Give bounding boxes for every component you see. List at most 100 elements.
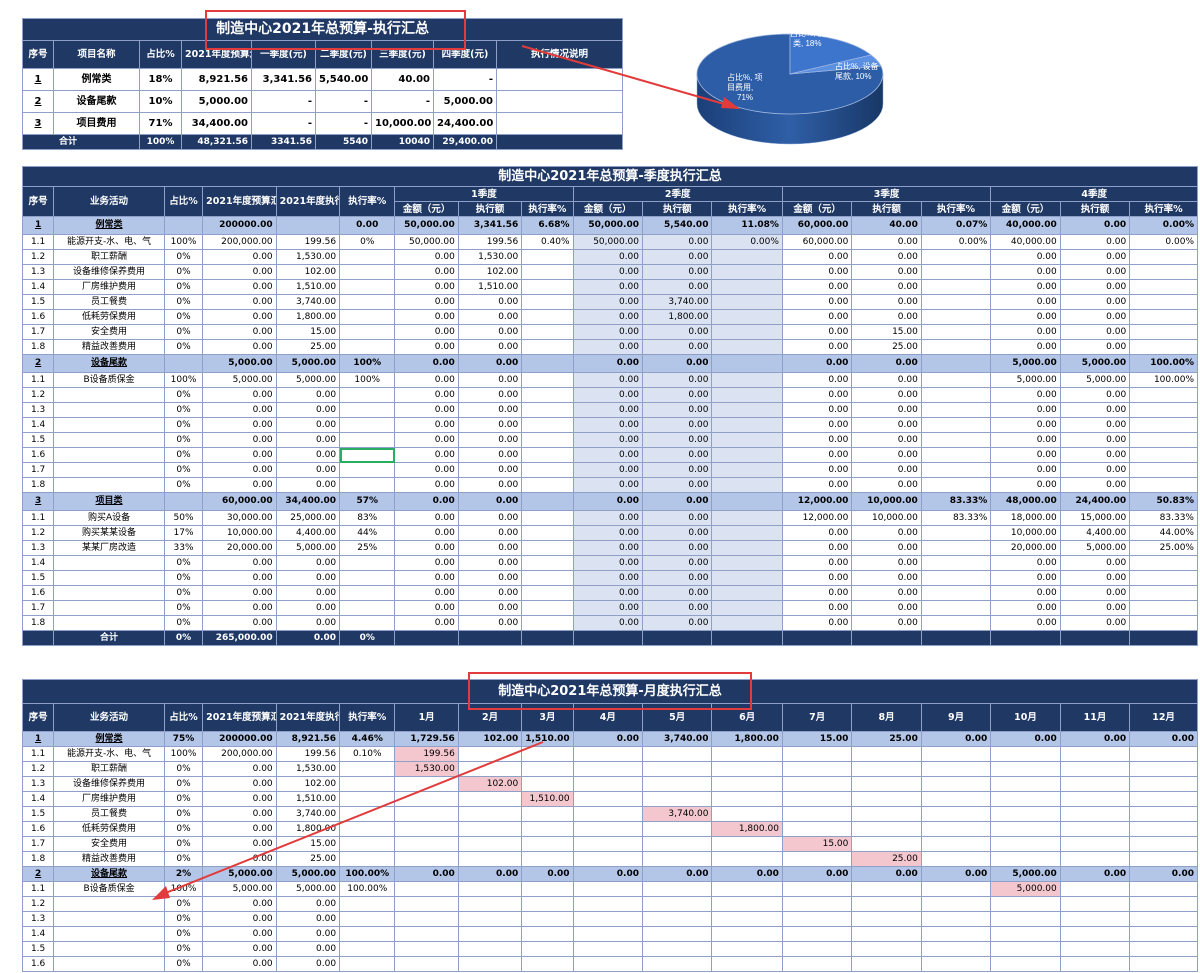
quarterly-cell: 0.00 xyxy=(851,615,922,631)
quarterly-cell: 0.00 xyxy=(394,324,459,340)
monthly-cell xyxy=(851,791,922,807)
monthly-cell: 1.4 xyxy=(21,926,55,942)
monthly-cell xyxy=(1059,746,1131,762)
section-index[interactable]: 2 xyxy=(34,868,42,879)
quarterly-cell: 0.00 xyxy=(394,477,459,493)
quarterly-cell: 44% xyxy=(339,525,396,541)
summary-cell: 24,400.00 xyxy=(433,112,497,135)
monthly-header-cell: 2021年度执行额(元) xyxy=(275,703,341,732)
quarterly-cell: 0.00 xyxy=(394,387,459,403)
monthly-cell xyxy=(990,761,1061,777)
monthly-cell xyxy=(53,956,165,972)
summary-index[interactable]: 3 xyxy=(34,118,42,129)
quarter-sub-header: 金额（元） xyxy=(781,201,853,217)
quarterly-cell: 0% xyxy=(339,630,396,646)
quarterly-cell: 0.00 xyxy=(781,432,853,448)
monthly-cell xyxy=(990,791,1061,807)
quarterly-cell: 1.3 xyxy=(21,540,55,556)
quarterly-cell: 0.00 xyxy=(781,372,853,388)
monthly-cell: 1.3 xyxy=(21,776,55,792)
monthly-cell: 4.46% xyxy=(339,731,396,747)
monthly-cell xyxy=(990,776,1061,792)
monthly-cell xyxy=(1059,926,1131,942)
monthly-cell xyxy=(711,851,783,867)
quarterly-cell: 0% xyxy=(163,387,204,403)
quarterly-cell: 0.00 xyxy=(457,492,523,511)
summary-header-cell: 二季度(元) xyxy=(315,40,372,69)
summary-cell: 18% xyxy=(139,68,182,91)
quarterly-cell: 60,000.00 xyxy=(781,216,853,235)
quarterly-cell: 0.00 xyxy=(1059,447,1131,463)
quarterly-cell: 1.1 xyxy=(21,372,55,388)
monthly-cell: 0.00 xyxy=(920,731,992,747)
quarterly-cell: 0.00 xyxy=(642,279,713,295)
quarterly-cell: 83.33% xyxy=(1129,510,1198,526)
quarterly-row: 1.6 0% 0.00 0.00 0.00 0.00 0.00 0.00 0.00 0.00 0.0… xyxy=(21,585,1198,601)
quarterly-cell: 0% xyxy=(163,630,204,646)
quarterly-cell: 0.00 xyxy=(781,540,853,556)
quarterly-cell xyxy=(711,309,783,325)
summary-cell: 34,400.00 xyxy=(181,112,252,135)
monthly-cell xyxy=(920,881,992,897)
quarterly-cell: 4,400.00 xyxy=(275,525,341,541)
quarterly-cell xyxy=(53,447,165,463)
quarterly-cell: 0.00 xyxy=(572,477,644,493)
monthly-cell: 0.00 xyxy=(1129,731,1198,747)
monthly-cell: 0.00 xyxy=(920,866,992,882)
quarterly-cell xyxy=(521,402,574,418)
summary-header-cell: 序号 xyxy=(22,40,54,69)
quarterly-cell: 0.00 xyxy=(202,477,277,493)
quarterly-cell: 48,000.00 xyxy=(990,492,1061,511)
quarterly-cell xyxy=(521,462,574,478)
quarterly-cell: 例常类 xyxy=(53,216,165,235)
monthly-cell xyxy=(1129,776,1198,792)
quarterly-cell xyxy=(711,339,783,355)
quarterly-cell: 0.00 xyxy=(202,432,277,448)
quarterly-cell: 0.00 xyxy=(642,600,713,616)
quarterly-cell xyxy=(521,339,574,355)
monthly-cell xyxy=(1129,851,1198,867)
monthly-cell: 102.00 xyxy=(457,776,523,792)
quarterly-cell: 0.00 xyxy=(781,249,853,265)
monthly-cell xyxy=(572,761,644,777)
quarterly-cell: 0.00 xyxy=(851,540,922,556)
quarterly-cell xyxy=(339,387,396,403)
monthly-cell xyxy=(1059,761,1131,777)
monthly-cell xyxy=(1129,821,1198,837)
quarterly-cell: 6.68% xyxy=(521,216,574,235)
quarterly-cell: 0.00 xyxy=(275,630,341,646)
quarter-sub-header: 金额（元） xyxy=(990,201,1061,217)
quarterly-cell xyxy=(711,447,783,463)
section-index[interactable]: 1 xyxy=(34,733,42,744)
section-index[interactable]: 3 xyxy=(34,496,42,506)
summary-title-highlight xyxy=(205,10,466,50)
summary-index[interactable]: 2 xyxy=(34,96,42,107)
monthly-cell xyxy=(920,926,992,942)
quarterly-row: 1.2 0% 0.00 0.00 0.00 0.00 0.00 0.00 0.00 0.00 0.0… xyxy=(21,387,1198,403)
quarterly-cell: 0.00 xyxy=(781,477,853,493)
quarterly-cell: 0.00 xyxy=(394,540,459,556)
quarterly-cell: 0.00 xyxy=(457,354,523,373)
quarterly-cell xyxy=(521,615,574,631)
quarterly-cell: 0.00 xyxy=(851,570,922,586)
monthly-row: 1.3 设备维修保养费用 0% 0.00 102.00 102.00 xyxy=(21,776,1198,792)
quarterly-cell xyxy=(920,354,992,373)
quarterly-cell xyxy=(521,324,574,340)
monthly-cell xyxy=(851,836,922,852)
summary-index[interactable]: 1 xyxy=(34,74,42,85)
monthly-cell xyxy=(920,911,992,927)
monthly-cell xyxy=(781,746,853,762)
quarterly-cell: 0.00 xyxy=(394,372,459,388)
quarterly-cell: 5,000.00 xyxy=(275,372,341,388)
section-index[interactable]: 1 xyxy=(34,220,42,230)
quarterly-cell: 0.00 xyxy=(642,372,713,388)
quarterly-cell xyxy=(521,294,574,310)
quarterly-cell: 0.00 xyxy=(275,432,341,448)
quarterly-cell: 0.00 xyxy=(990,615,1061,631)
monthly-cell: 0% xyxy=(163,911,204,927)
monthly-header-cell: 执行率% xyxy=(339,703,396,732)
quarterly-cell: 83.33% xyxy=(920,492,992,511)
quarterly-cell xyxy=(339,417,396,433)
section-index[interactable]: 2 xyxy=(34,358,42,368)
monthly-row: 1.5 0% 0.00 0.00 xyxy=(21,941,1198,957)
